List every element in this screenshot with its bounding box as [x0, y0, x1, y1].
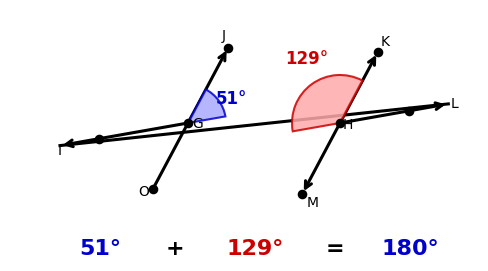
Text: G: G — [192, 117, 203, 131]
Point — [96, 137, 103, 141]
Text: O: O — [138, 185, 149, 199]
Text: M: M — [306, 196, 319, 210]
Text: I: I — [58, 144, 62, 157]
Text: 129°: 129° — [285, 50, 328, 68]
Point — [336, 121, 344, 125]
Wedge shape — [292, 75, 363, 131]
Text: 180°: 180° — [381, 239, 439, 259]
Point — [149, 187, 157, 191]
Text: J: J — [222, 29, 226, 43]
Point — [405, 109, 413, 113]
Text: =: = — [325, 239, 345, 259]
Point — [299, 192, 306, 196]
Point — [374, 50, 382, 54]
Point — [184, 121, 192, 125]
Point — [224, 46, 232, 50]
Text: 51°: 51° — [79, 239, 121, 259]
Wedge shape — [188, 89, 225, 123]
Text: K: K — [381, 35, 389, 49]
Text: 51°: 51° — [216, 90, 247, 108]
Text: L: L — [450, 97, 458, 111]
Text: H: H — [343, 118, 353, 132]
Text: +: + — [166, 239, 184, 259]
Text: 129°: 129° — [226, 239, 284, 259]
